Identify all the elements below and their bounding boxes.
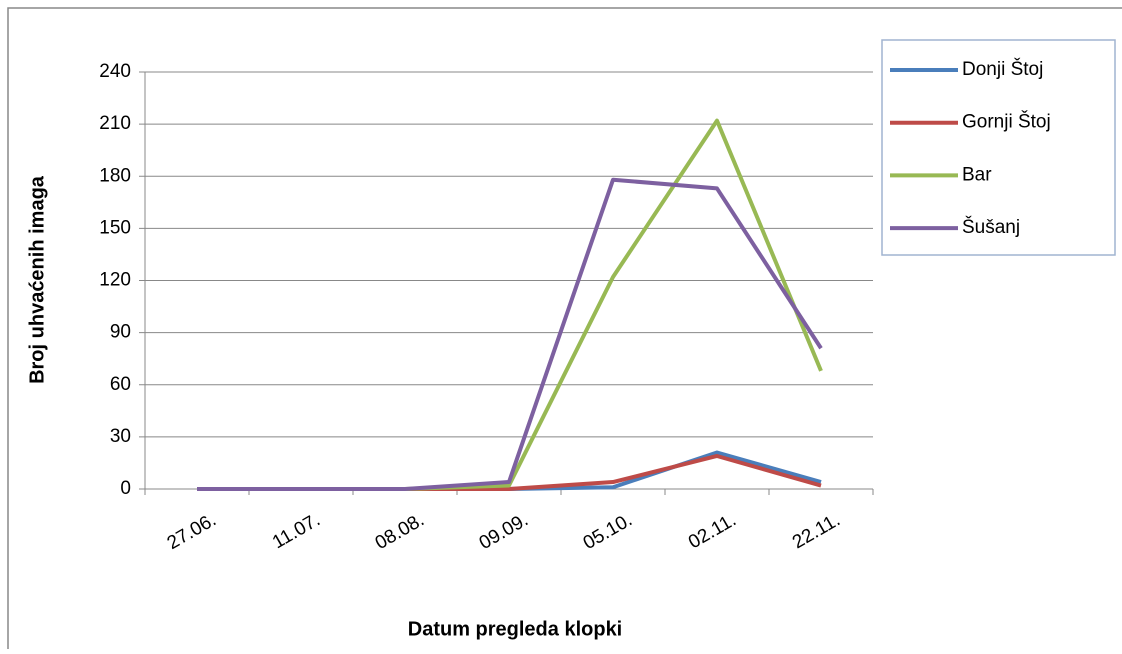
y-axis-label: Broj uhvaćenih imaga <box>26 175 48 384</box>
series-line <box>197 177 823 491</box>
y-tick-label: 0 <box>120 478 131 499</box>
x-axis-label: Datum pregleda klopki <box>408 618 623 640</box>
legend-label: Šušanj <box>962 216 1020 238</box>
y-tick-label: 60 <box>110 374 131 395</box>
legend-label: Donji Štoj <box>962 58 1043 80</box>
y-tick-label: 240 <box>99 61 131 82</box>
y-tick-label: 180 <box>99 165 131 186</box>
y-tick-label: 210 <box>99 113 131 134</box>
y-tick-label: 150 <box>99 217 131 238</box>
y-tick-label: 30 <box>110 426 131 447</box>
legend-label: Gornji Štoj <box>962 111 1051 133</box>
y-tick-label: 120 <box>99 270 131 291</box>
y-tick-label: 90 <box>110 322 131 343</box>
legend-label: Bar <box>962 164 992 185</box>
legend-box <box>881 39 1116 256</box>
